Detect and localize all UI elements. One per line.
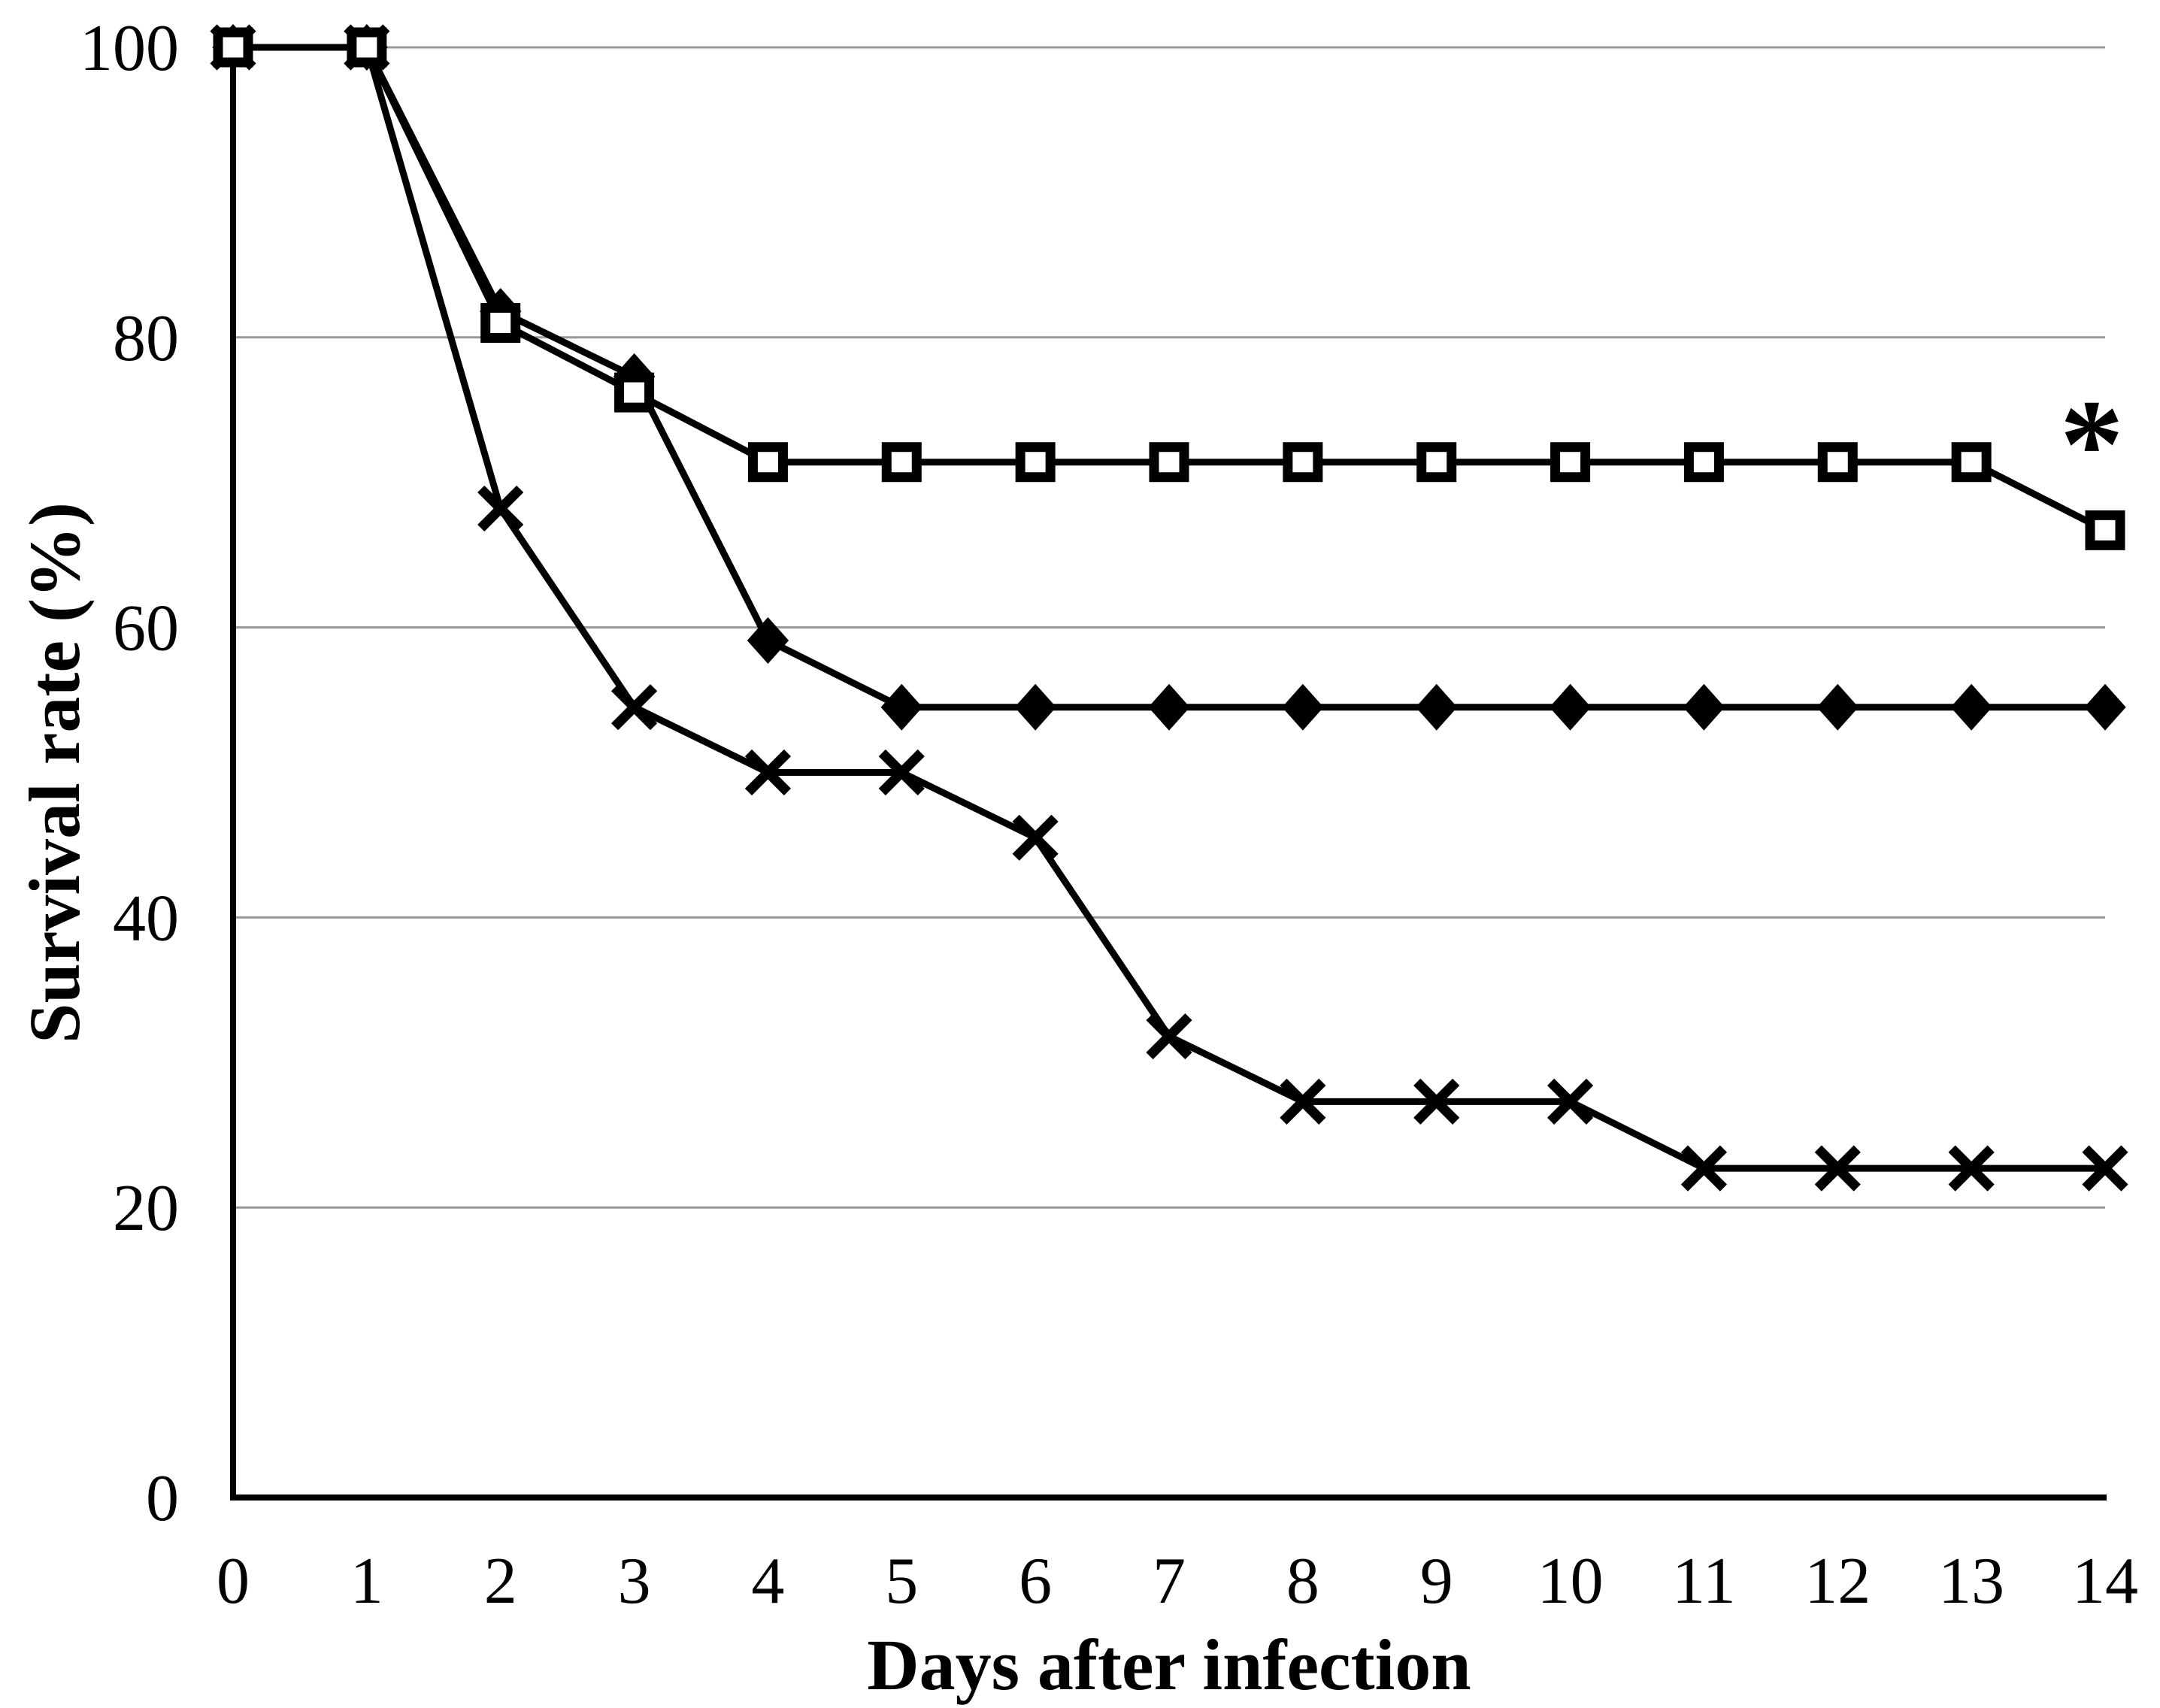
gridlines (233, 46, 2105, 1209)
open-square-marker (1550, 442, 1591, 483)
filled-diamond-marker (747, 616, 789, 664)
x-cross-marker (878, 749, 925, 796)
open-square-marker (347, 27, 387, 68)
x-tick-label: 3 (618, 1545, 651, 1618)
y-axis-title: Survival rate (%) (14, 502, 95, 1043)
filled-diamond-marker (1683, 683, 1725, 731)
filled-diamond-marker (1282, 683, 1324, 731)
filled-diamond-marker (1950, 683, 1992, 731)
x-tick-label: 7 (1153, 1545, 1186, 1618)
x-cross-series-line (233, 44, 2105, 1172)
open-square-marker (614, 372, 655, 413)
filled-diamond-marker (1549, 683, 1592, 731)
x-cross-marker (1948, 1145, 1995, 1192)
filled-diamond-marker (1014, 683, 1056, 731)
significance-asterisk: * (2060, 374, 2124, 515)
x-cross-marker (610, 684, 658, 731)
x-tick-label: 0 (217, 1545, 250, 1618)
y-tick-label: 0 (146, 1462, 179, 1535)
filled-diamond-marker (2084, 683, 2126, 731)
open-square-marker (1416, 442, 1457, 483)
open-square-series (213, 27, 2125, 550)
filled-diamond-marker (880, 683, 922, 731)
filled-diamond-marker (1816, 683, 1859, 731)
x-cross-marker (1680, 1145, 1728, 1192)
y-tick-label: 40 (113, 882, 179, 955)
x-tick-label: 13 (1938, 1545, 2004, 1618)
open-square-marker (1149, 442, 1189, 483)
y-tick-label: 100 (80, 12, 179, 85)
x-axis-title: Days after infection (867, 1625, 1471, 1705)
open-square-marker (1817, 442, 1858, 483)
x-tick-label: 9 (1420, 1545, 1453, 1618)
filled-diamond-marker (1148, 683, 1190, 731)
x-tick-label: 6 (1019, 1545, 1052, 1618)
open-square-marker (1683, 442, 1724, 483)
x-tick-label: 5 (885, 1545, 918, 1618)
x-cross-marker (1413, 1078, 1460, 1125)
y-tick-label: 80 (113, 302, 179, 375)
annotations: * (2060, 374, 2124, 515)
x-cross-marker (477, 485, 524, 532)
x-tick-label: 8 (1286, 1545, 1319, 1618)
x-cross-marker (2082, 1145, 2128, 1192)
x-tick-label: 1 (350, 1545, 383, 1618)
x-tick-label: 11 (1672, 1545, 1736, 1618)
x-cross-marker (744, 749, 792, 796)
x-tick-label: 12 (1804, 1545, 1871, 1618)
open-square-marker (2085, 510, 2125, 550)
open-square-marker (213, 27, 253, 68)
x-cross-series (210, 24, 2128, 1192)
y-tick-label: 20 (113, 1172, 179, 1245)
open-square-marker (881, 442, 922, 483)
x-cross-marker (1146, 1013, 1192, 1060)
open-square-marker (1951, 442, 1992, 483)
x-cross-marker (1547, 1078, 1594, 1125)
axes (230, 44, 2107, 1501)
y-axis-tick-labels: 0 20 40 60 80 100 (80, 12, 179, 1535)
y-tick-label: 60 (113, 592, 179, 665)
x-tick-label: 4 (751, 1545, 784, 1618)
open-square-marker (1015, 442, 1056, 483)
filled-diamond-series (212, 23, 2126, 731)
open-square-marker (1283, 442, 1323, 483)
x-cross-marker (1814, 1145, 1861, 1192)
filled-diamond-series-line (233, 44, 2105, 711)
open-square-marker (747, 442, 788, 483)
x-cross-marker (1280, 1078, 1326, 1125)
x-tick-label: 14 (2072, 1545, 2138, 1618)
filled-diamond-marker (1416, 683, 1458, 731)
x-tick-label: 2 (484, 1545, 517, 1618)
x-cross-marker (1012, 814, 1059, 861)
x-axis-tick-labels: 0 1 2 3 4 5 6 7 8 9 10 11 12 13 14 (217, 1545, 2138, 1618)
x-tick-label: 10 (1537, 1545, 1604, 1618)
open-square-marker (480, 303, 521, 344)
data-series (210, 23, 2128, 1192)
